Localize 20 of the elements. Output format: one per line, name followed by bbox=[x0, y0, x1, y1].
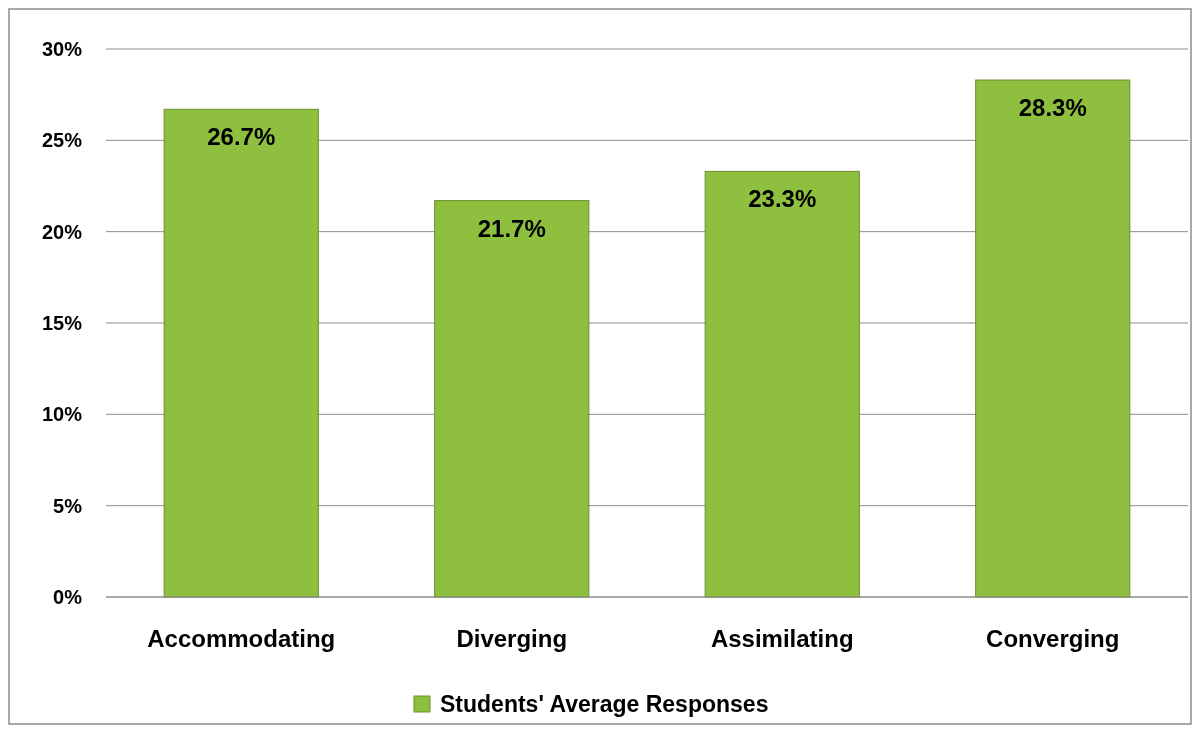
x-tick-label: Converging bbox=[986, 625, 1120, 652]
y-tick-label: 15% bbox=[41, 312, 83, 334]
y-tick-label: 5% bbox=[53, 494, 83, 517]
data-label: 21.7% bbox=[477, 214, 546, 242]
bar bbox=[975, 79, 1131, 598]
y-tick-label: 30% bbox=[41, 38, 83, 60]
y-tick-label: 25% bbox=[41, 129, 83, 152]
bar bbox=[704, 170, 860, 598]
x-tick-label: Assimilating bbox=[710, 625, 854, 652]
data-label: 23.3% bbox=[748, 185, 817, 213]
y-tick-label: 20% bbox=[41, 220, 83, 243]
y-tick-label: 0% bbox=[53, 586, 83, 608]
bar bbox=[434, 200, 590, 598]
bar bbox=[163, 108, 319, 598]
legend-label: Students' Average Responses bbox=[440, 691, 769, 718]
y-tick-label: 10% bbox=[41, 403, 83, 426]
x-tick-label: Accommodating bbox=[147, 625, 336, 652]
x-tick-label: Diverging bbox=[456, 625, 568, 652]
data-label: 28.3% bbox=[1018, 94, 1087, 122]
data-label: 26.7% bbox=[207, 123, 276, 151]
